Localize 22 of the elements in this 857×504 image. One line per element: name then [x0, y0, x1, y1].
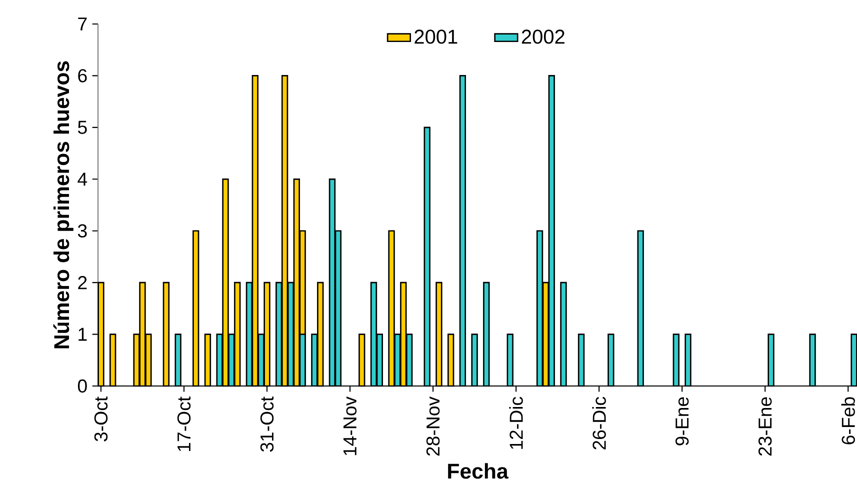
x-tick-label: 17-Oct: [177, 396, 191, 451]
y-tick-label: 5: [78, 120, 87, 134]
y-tick-label: 0: [78, 379, 87, 393]
legend-label: 2001: [414, 30, 458, 44]
y-tick-label: 1: [78, 328, 87, 341]
x-tick-label: 12-Dic: [509, 396, 523, 449]
y-tick-label: 4: [78, 172, 88, 186]
x-tick-label: 26-Dic: [592, 396, 606, 450]
x-tick-label: 6-Feb: [841, 397, 855, 444]
x-tick-label: 3-Oct: [94, 396, 108, 442]
x-tick-label: 28-Nov: [426, 396, 440, 456]
y-axis-title: Número de primeros huevos: [53, 61, 74, 348]
x-tick-label: 23-Ene: [758, 397, 772, 456]
y-tick-label: 3: [78, 224, 87, 238]
y-tick-label: 6: [78, 69, 87, 82]
x-tick-label: 31-Oct: [260, 396, 274, 452]
y-tick-label: 2: [78, 276, 87, 290]
x-tick-label: 9-Ene: [675, 397, 689, 446]
legend-label: 2002: [522, 30, 564, 44]
x-tick-label: 14-Nov: [344, 396, 357, 456]
x-axis-title: Fecha: [448, 463, 508, 479]
y-tick-label: 7: [78, 18, 87, 30]
